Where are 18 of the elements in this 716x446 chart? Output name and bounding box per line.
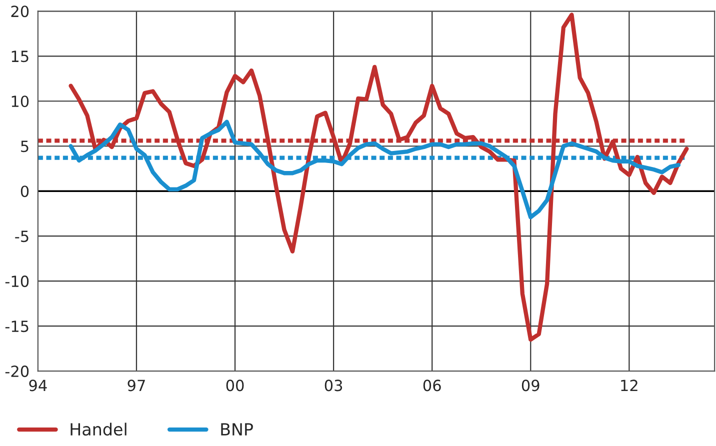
y-tick-label: 20 bbox=[11, 6, 29, 18]
y-tick-label: 15 bbox=[12, 50, 28, 62]
y-tick-label: -15 bbox=[5, 320, 28, 332]
y-tick-label: 5 bbox=[21, 140, 28, 152]
y-tick-label: 0 bbox=[20, 186, 29, 198]
y-tick-label: -20 bbox=[5, 366, 29, 378]
x-tick-label: 09 bbox=[522, 380, 540, 392]
x-tick-label: 94 bbox=[29, 380, 47, 392]
x-tick-label: 06 bbox=[423, 380, 441, 392]
legend-label: Handel bbox=[70, 422, 126, 436]
y-tick-label: 10 bbox=[12, 96, 29, 108]
x-tick-label: 00 bbox=[226, 380, 244, 392]
legend-label: BNP bbox=[221, 423, 253, 436]
x-tick-label: 97 bbox=[128, 380, 145, 392]
x-tick-label: 12 bbox=[621, 380, 638, 392]
x-tick-label: 03 bbox=[324, 380, 342, 392]
y-tick-label: -5 bbox=[15, 230, 28, 242]
y-tick-label: -10 bbox=[5, 276, 29, 288]
